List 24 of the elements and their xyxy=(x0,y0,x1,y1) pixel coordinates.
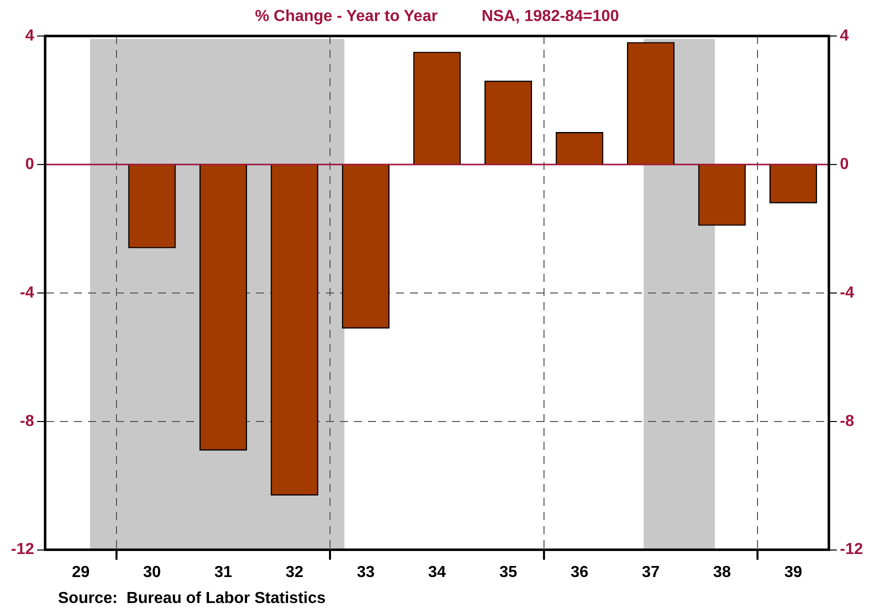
x-tick-label: 38 xyxy=(713,564,731,581)
y2-tick-label: -4 xyxy=(840,284,854,302)
x-tick-label: 31 xyxy=(214,564,232,581)
chart-title: % Change - Year to Year xyxy=(254,8,438,25)
source-note: Source: Bureau of Labor Statistics xyxy=(58,590,326,608)
x-tick-label: 33 xyxy=(356,564,375,581)
y-tick-label: -4 xyxy=(20,284,34,302)
x-tick-label: 29 xyxy=(72,564,90,581)
x-tick-label: 35 xyxy=(499,564,518,581)
y2-tick-label: 0 xyxy=(840,156,849,173)
y-tick-label: -12 xyxy=(11,541,34,558)
x-tick-label: 32 xyxy=(286,564,304,581)
x-tick-label: 30 xyxy=(143,564,161,581)
x-tick-label: 39 xyxy=(784,564,802,581)
x-tick-label: 36 xyxy=(570,564,588,581)
x-tick-label: 34 xyxy=(428,564,446,581)
y-tick-label: 0 xyxy=(25,156,34,173)
y2-tick-label: -8 xyxy=(840,412,854,430)
y2-tick-label: -12 xyxy=(840,541,864,558)
chart-subtitle: NSA, 1982-84=100 xyxy=(482,8,620,25)
x-tick-label: 37 xyxy=(642,564,660,581)
y-tick-label: -8 xyxy=(20,412,34,430)
y-tick-label: 4 xyxy=(25,27,34,44)
y2-tick-label: 4 xyxy=(840,27,849,44)
